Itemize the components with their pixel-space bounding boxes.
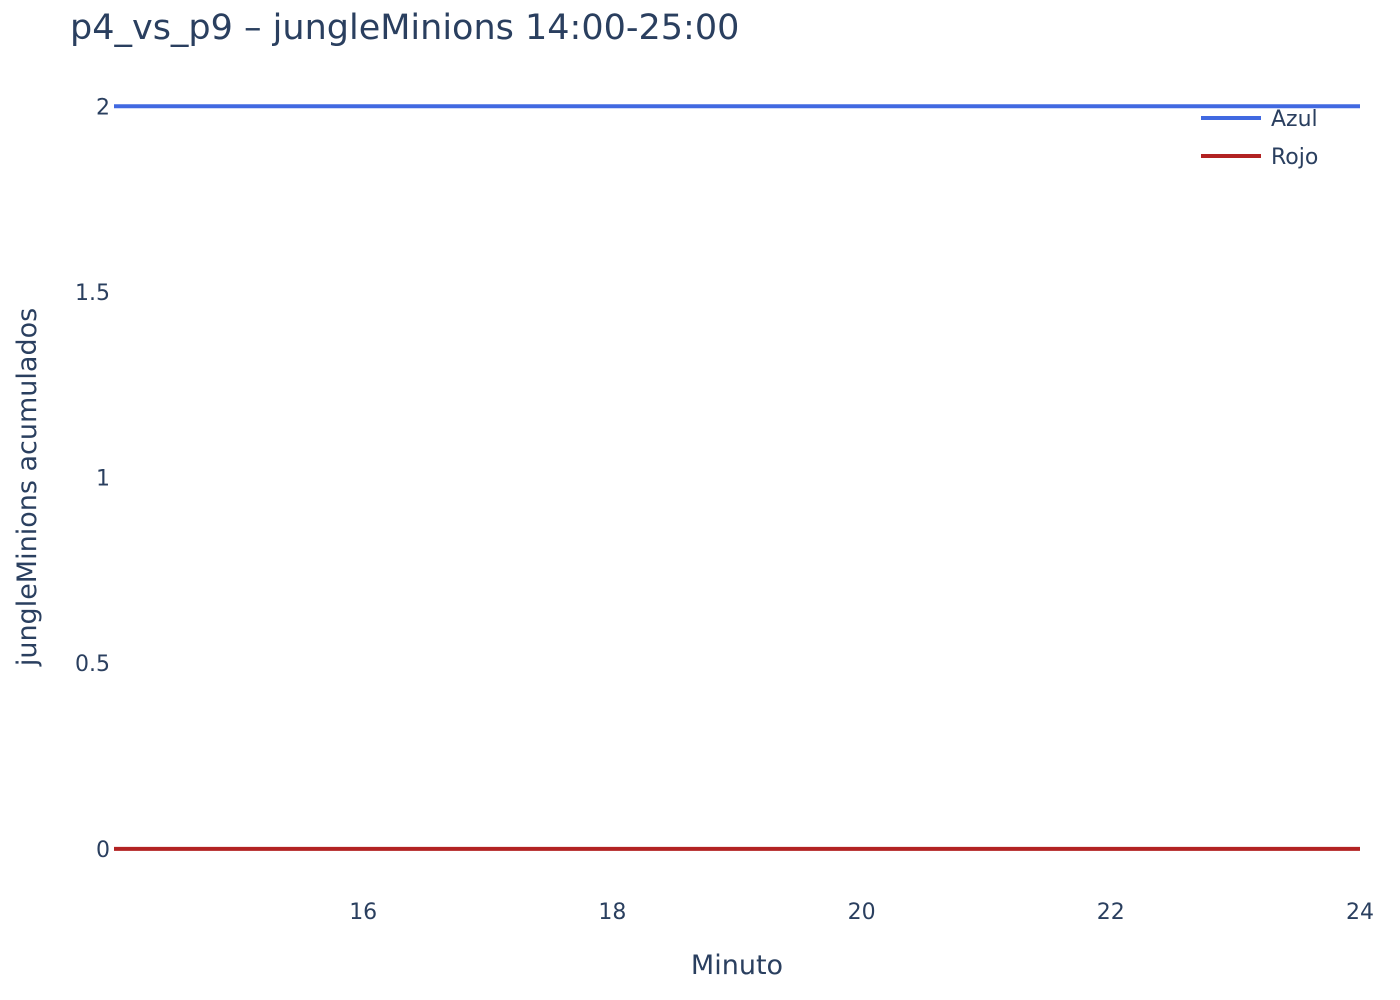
y-axis-ticks: 0 0.5 1 1.5 2 bbox=[75, 95, 110, 863]
x-tick-label: 20 bbox=[848, 900, 876, 925]
legend-label: Azul bbox=[1271, 107, 1318, 132]
legend-label: Rojo bbox=[1271, 145, 1318, 170]
y-axis-title: jungleMinions acumulados bbox=[12, 308, 43, 667]
y-tick-label: 1.5 bbox=[75, 281, 110, 306]
x-tick-label: 16 bbox=[349, 900, 377, 925]
y-tick-label: 0 bbox=[96, 838, 110, 863]
y-tick-label: 2 bbox=[96, 95, 110, 120]
chart-title: p4_vs_p9 – jungleMinions 14:00-25:00 bbox=[70, 8, 739, 48]
series-lines bbox=[114, 104, 1360, 851]
y-tick-label: 1 bbox=[96, 467, 110, 492]
x-tick-label: 22 bbox=[1097, 900, 1125, 925]
x-tick-label: 18 bbox=[598, 900, 626, 925]
legend-item-rojo[interactable]: Rojo bbox=[1201, 145, 1318, 170]
x-axis-title: Minuto bbox=[691, 950, 783, 981]
legend-item-azul[interactable]: Azul bbox=[1201, 107, 1318, 132]
y-tick-label: 0.5 bbox=[75, 652, 110, 677]
x-tick-label: 24 bbox=[1346, 900, 1374, 925]
legend[interactable]: Azul Rojo bbox=[1201, 107, 1318, 170]
x-axis-ticks: 16 18 20 22 24 bbox=[349, 900, 1374, 925]
